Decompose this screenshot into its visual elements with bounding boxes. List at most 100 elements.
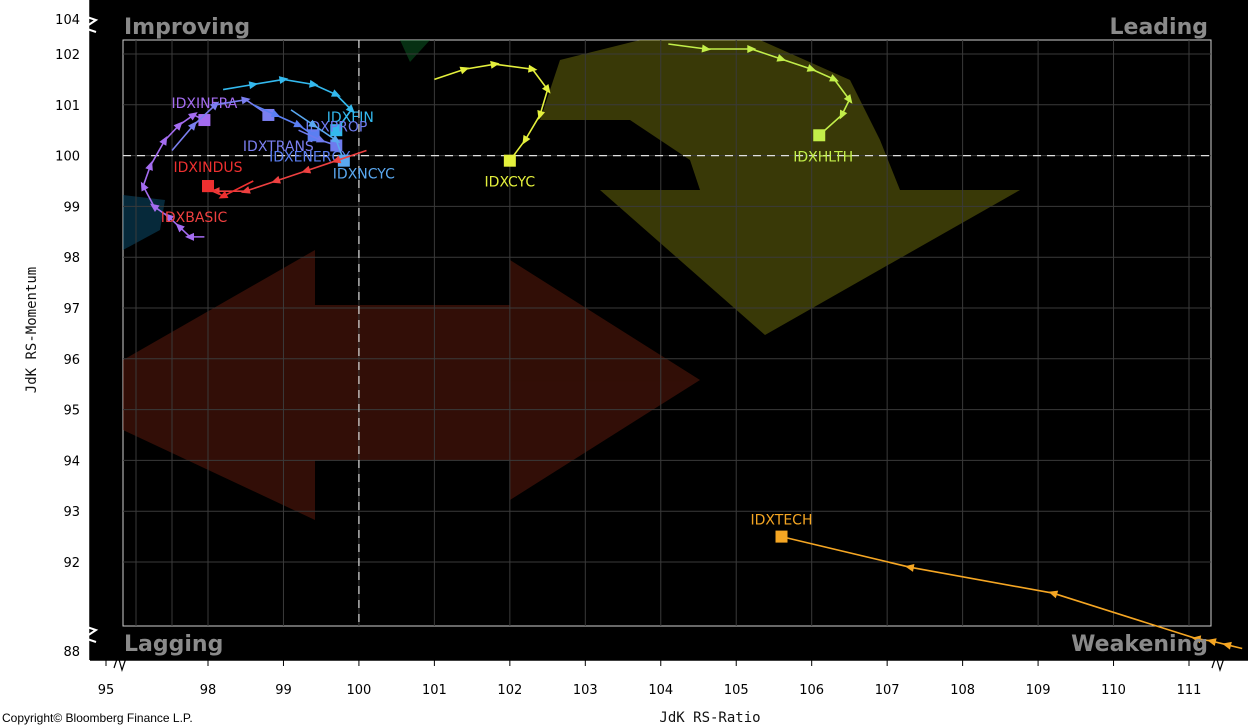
x-axis-break-left [113, 653, 127, 673]
series-idxcyc: IDXCYC [434, 60, 551, 191]
series-point-marker [829, 74, 839, 82]
y-axis-break-bottom [81, 625, 99, 643]
series-point-marker [315, 135, 326, 143]
x-tick-label: 99 [275, 683, 292, 698]
series-point-marker [308, 119, 318, 128]
series-label: IDXENERGY [269, 149, 351, 165]
series-label: IDXPROP [305, 119, 367, 135]
series-point-marker [541, 83, 551, 94]
x-tick-label: 109 [1026, 683, 1051, 698]
series-point-marker [527, 64, 538, 73]
series-head-marker [330, 124, 343, 137]
series-point-marker [164, 213, 175, 223]
y-tick-label: 98 [63, 251, 80, 266]
x-axis-ticks: 95 98 99 100 101 102 103 104 105 106 107 108 109 110 1… [98, 660, 1202, 698]
x-tick-label: 95 [98, 683, 115, 698]
series-layer: IDXINFRA IDXTRANS IDXFIN IDXENERGY IDXPROP ID… [140, 43, 1243, 650]
series-idxncyc: IDXNCYC [290, 109, 395, 183]
x-tick-label: 104 [648, 683, 673, 698]
y-tick-label: 102 [55, 48, 80, 63]
series-tail-line [434, 63, 549, 162]
y-tick-label: 93 [63, 505, 80, 520]
series-head-marker [262, 108, 275, 121]
y-tick-label: 104 [55, 13, 80, 28]
series-point-marker [522, 134, 531, 145]
x-tick-label: 107 [875, 683, 900, 698]
series-point-marker [218, 190, 229, 199]
series-point-marker [490, 60, 500, 69]
y-tick-label: 100 [55, 150, 80, 165]
series-idxenergy: IDXENERGY [252, 104, 351, 165]
y-axis-ticks: 104 102 101 100 99 98 97 96 95 94 93 92 88 [55, 13, 80, 660]
x-tick-label: 110 [1101, 683, 1126, 698]
y-tick-label: 94 [63, 454, 80, 469]
series-label: IDXHLTH [793, 149, 853, 165]
grid [123, 40, 1211, 626]
x-tick-label: 103 [573, 683, 598, 698]
series-point-marker [149, 203, 160, 212]
series-point-marker [1048, 590, 1059, 599]
series-label: IDXTRANS [243, 139, 314, 155]
y-tick-label: 101 [55, 99, 80, 114]
series-head-marker [202, 180, 214, 193]
x-tick-label: 98 [200, 683, 217, 698]
series-point-marker [248, 81, 259, 90]
series-label: IDXFIN [327, 110, 374, 126]
x-axis-title: JdK RS-Ratio [659, 710, 760, 726]
quadrant-lagging: Lagging [124, 632, 223, 657]
weakening-to-lagging-arrow [123, 250, 700, 520]
x-axis-break-right [1211, 653, 1225, 673]
x-tick-label: 105 [724, 683, 749, 698]
series-point-marker [806, 64, 817, 72]
series-label: IDXINFRA [171, 96, 237, 112]
x-tick-label: 102 [497, 683, 522, 698]
series-idxfin: IDXFIN [222, 76, 374, 137]
series-tail-line [290, 109, 345, 161]
series-point-marker [701, 44, 712, 53]
quadrant-improving: Improving [124, 15, 250, 40]
series-label: IDXINDUS [173, 160, 242, 176]
x-tick-label: 100 [347, 683, 372, 698]
series-point-marker [175, 223, 185, 233]
series-point-marker [345, 104, 355, 114]
series-point-marker [843, 94, 853, 104]
y-tick-label: 97 [63, 302, 80, 317]
series-point-marker [537, 109, 546, 120]
series-point-marker [776, 54, 787, 62]
y-tick-label: 96 [63, 353, 80, 368]
series-point-marker [188, 112, 198, 121]
series-point-marker [241, 96, 251, 105]
series-point-marker [330, 134, 341, 144]
series-point-marker [187, 121, 197, 131]
x-tick-label: 111 [1177, 683, 1202, 698]
series-head-marker [503, 154, 516, 167]
series-point-marker [140, 181, 149, 192]
series-point-marker [309, 79, 319, 88]
quadrant-weakening: Weakening [1071, 632, 1208, 657]
series-point-marker [904, 563, 915, 572]
copyright-notice: Copyright© Bloomberg Finance L.P. [2, 711, 193, 725]
series-idxinfra: IDXINFRA [140, 96, 238, 241]
x-tick-label: 101 [422, 683, 447, 698]
series-point-marker [1206, 638, 1217, 646]
series-idxtech: IDXTECH [751, 513, 1243, 650]
series-label: IDXNCYC [333, 167, 395, 183]
series-point-marker [1191, 635, 1202, 644]
series-head-marker [775, 530, 788, 543]
series-tail-line [252, 104, 315, 136]
series-label: IDXCYC [485, 175, 536, 191]
y-axis-title: JdK RS-Momentum [24, 267, 40, 393]
y-tick-label: 95 [63, 404, 80, 419]
series-point-marker [270, 109, 281, 118]
series-point-marker [159, 136, 168, 146]
y-tick-label: 92 [63, 556, 80, 571]
x-tick-label: 106 [799, 683, 824, 698]
series-point-marker [278, 76, 289, 85]
x-axis-band [90, 660, 1248, 727]
series-point-marker [271, 175, 281, 184]
leading-to-weakening-arrow [540, 40, 1020, 335]
series-point-marker [173, 121, 183, 131]
series-label: IDXBASIC [161, 210, 228, 226]
plot-frame [122, 39, 1212, 627]
